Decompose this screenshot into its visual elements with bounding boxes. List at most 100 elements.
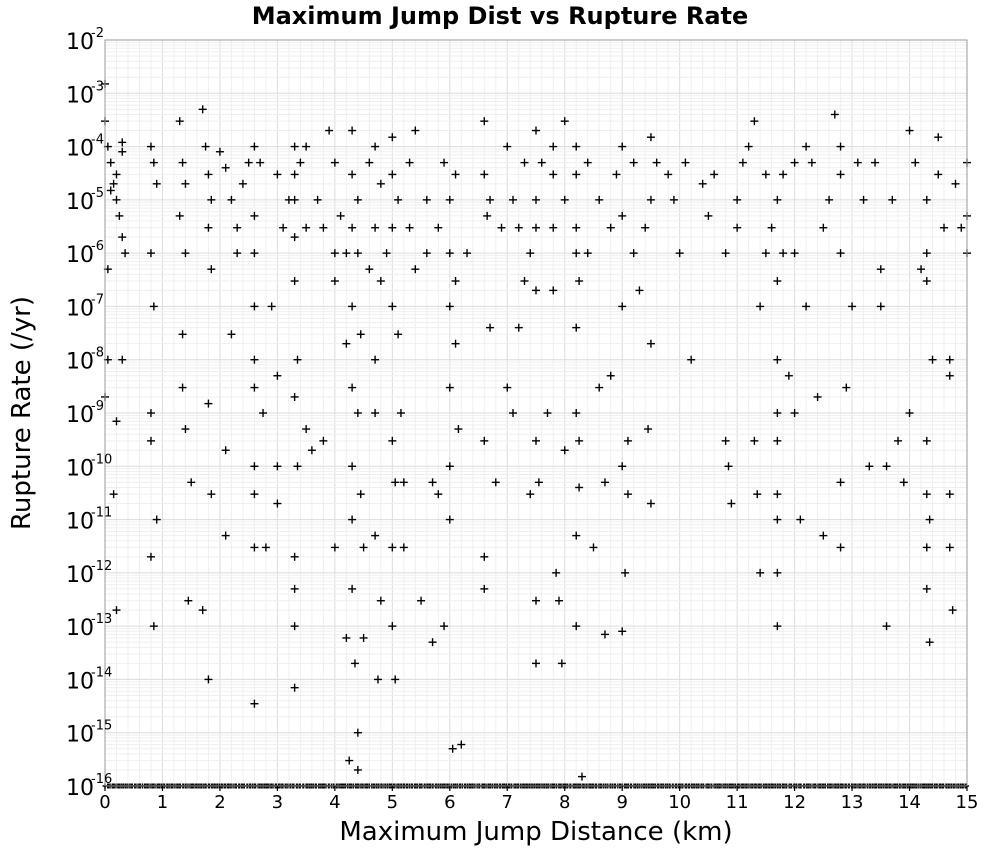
data-point bbox=[859, 195, 868, 204]
data-point bbox=[221, 531, 230, 540]
data-point bbox=[532, 659, 540, 668]
data-point bbox=[733, 223, 742, 232]
x-tick-label: 2 bbox=[214, 792, 225, 813]
data-point bbox=[532, 436, 540, 445]
data-point bbox=[348, 515, 357, 524]
x-tick-label: 6 bbox=[444, 792, 455, 813]
data-point bbox=[353, 765, 362, 774]
data-point bbox=[319, 223, 328, 232]
data-point bbox=[583, 158, 592, 167]
data-point bbox=[503, 383, 512, 392]
data-point bbox=[267, 302, 276, 311]
data-point bbox=[509, 195, 518, 204]
data-point bbox=[109, 490, 118, 499]
data-point bbox=[302, 223, 311, 232]
data-point bbox=[448, 744, 457, 753]
data-point bbox=[480, 117, 489, 126]
data-point bbox=[733, 195, 742, 204]
x-tick-label: 0 bbox=[99, 792, 110, 813]
data-point bbox=[451, 170, 460, 179]
data-point bbox=[813, 392, 822, 401]
data-point bbox=[422, 195, 431, 204]
data-point bbox=[178, 330, 187, 339]
data-point bbox=[118, 355, 127, 364]
data-point bbox=[922, 490, 931, 499]
data-point bbox=[307, 446, 316, 455]
data-point bbox=[146, 552, 155, 561]
data-point bbox=[290, 622, 299, 631]
data-point bbox=[526, 490, 535, 499]
data-point bbox=[445, 515, 454, 524]
data-point bbox=[330, 543, 339, 552]
data-point bbox=[945, 543, 954, 552]
data-point bbox=[480, 552, 489, 561]
data-point bbox=[925, 638, 934, 647]
y-tick-label: 10 bbox=[66, 137, 94, 162]
x-tick-label: 12 bbox=[783, 792, 806, 813]
y-tick-exponent: -9 bbox=[91, 399, 104, 414]
data-point bbox=[118, 138, 127, 147]
data-point bbox=[290, 683, 299, 692]
x-tick-label: 3 bbox=[272, 792, 283, 813]
data-point bbox=[773, 568, 782, 577]
data-point bbox=[520, 158, 529, 167]
data-point bbox=[704, 211, 713, 220]
data-point bbox=[227, 330, 236, 339]
data-point bbox=[894, 436, 903, 445]
data-point bbox=[348, 383, 357, 392]
data-point bbox=[353, 195, 362, 204]
data-point bbox=[428, 638, 437, 647]
data-point bbox=[595, 195, 604, 204]
data-point bbox=[589, 543, 598, 552]
data-point bbox=[773, 409, 782, 417]
data-point bbox=[330, 249, 339, 258]
data-point bbox=[109, 179, 118, 188]
data-point bbox=[273, 462, 282, 471]
data-point bbox=[149, 302, 158, 311]
data-point bbox=[112, 170, 121, 179]
data-point bbox=[543, 409, 552, 417]
data-point bbox=[618, 627, 627, 636]
x-tick-label: 1 bbox=[157, 792, 168, 813]
data-point bbox=[756, 568, 765, 577]
data-point bbox=[259, 409, 268, 417]
data-point bbox=[250, 462, 259, 471]
data-point bbox=[945, 490, 954, 499]
data-point bbox=[204, 399, 213, 408]
data-point bbox=[118, 233, 127, 242]
data-point bbox=[290, 392, 299, 401]
data-point bbox=[480, 584, 489, 593]
data-point bbox=[451, 339, 460, 348]
data-point bbox=[750, 117, 759, 126]
x-tick-label: 9 bbox=[616, 792, 627, 813]
data-point bbox=[899, 478, 908, 487]
data-point bbox=[761, 249, 770, 258]
data-point bbox=[922, 249, 931, 258]
data-point bbox=[526, 249, 535, 258]
x-tick-label: 14 bbox=[898, 792, 921, 813]
data-point bbox=[207, 490, 216, 499]
data-point bbox=[273, 371, 282, 380]
data-point bbox=[388, 543, 397, 552]
data-point bbox=[560, 117, 569, 126]
data-point bbox=[618, 302, 627, 311]
data-point bbox=[152, 179, 161, 188]
data-point bbox=[842, 383, 851, 392]
data-point bbox=[491, 478, 500, 487]
y-tick-label: 10 bbox=[66, 563, 94, 588]
data-point bbox=[353, 728, 362, 737]
data-point bbox=[790, 158, 799, 167]
data-point bbox=[146, 142, 155, 151]
data-point bbox=[394, 330, 403, 339]
data-point bbox=[250, 249, 259, 258]
x-tick-label: 11 bbox=[726, 792, 749, 813]
data-point bbox=[405, 158, 414, 167]
x-tick-label: 15 bbox=[956, 792, 979, 813]
data-point bbox=[313, 195, 322, 204]
data-point bbox=[405, 223, 414, 232]
data-point bbox=[348, 126, 357, 135]
y-tick-exponent: -2 bbox=[91, 26, 104, 41]
data-point bbox=[279, 223, 288, 232]
data-point bbox=[146, 249, 155, 258]
data-point bbox=[175, 211, 184, 220]
